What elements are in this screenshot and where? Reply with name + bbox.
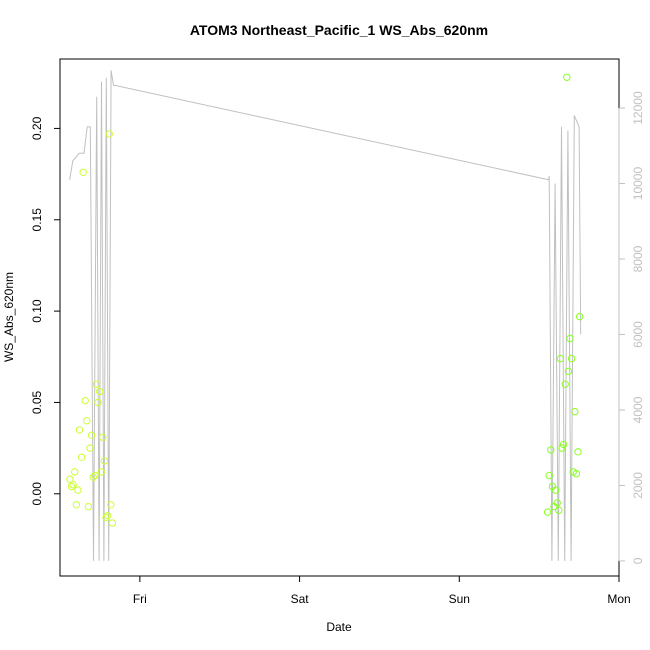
- y-axis-right: 0 2000 4000 6000 8000 10000 12000: [618, 91, 645, 564]
- data-point-47: [575, 312, 584, 321]
- data-point-38: [561, 380, 569, 388]
- data-point-33: [553, 499, 561, 507]
- y2-tick-label: 2000: [631, 472, 645, 499]
- data-point-7: [77, 453, 86, 461]
- data-point-1: [67, 482, 76, 491]
- y-tick-label: 0.20: [30, 116, 44, 140]
- data-point-3: [71, 468, 79, 476]
- data-point-41: [566, 334, 574, 343]
- data-point-45: [572, 470, 581, 478]
- data-point-17: [94, 398, 102, 407]
- x-tick-label: Mon: [607, 592, 630, 606]
- data-point-13: [87, 431, 96, 439]
- data-point-8: [79, 168, 87, 177]
- y2-tick-label: 6000: [631, 321, 645, 348]
- y2-tick-label: 4000: [631, 396, 645, 423]
- data-point-40: [564, 367, 573, 376]
- y-axis-left: 0.00 0.05 0.10 0.15 0.20: [30, 116, 61, 506]
- data-point-14: [89, 473, 97, 481]
- series-line-group: [69, 70, 582, 561]
- data-point-35: [556, 354, 565, 363]
- data-point-6: [75, 426, 84, 434]
- y2-tick-label: 0: [631, 557, 645, 564]
- y2-tick-label: 10000: [631, 167, 645, 201]
- y-tick-label: 0.00: [30, 482, 44, 506]
- data-point-0: [66, 475, 74, 483]
- data-point-10: [83, 417, 91, 425]
- data-point-19: [97, 468, 105, 476]
- y-tick-label: 0.05: [30, 390, 44, 414]
- y-tick-label: 0.15: [30, 208, 44, 232]
- data-point-28: [545, 471, 553, 480]
- series-line-0: [69, 70, 582, 561]
- data-point-42: [567, 354, 576, 363]
- y2-tick-label: 12000: [631, 91, 645, 125]
- data-point-20: [99, 433, 107, 441]
- data-point-39: [563, 73, 571, 82]
- data-point-5: [74, 486, 82, 494]
- data-point-22: [102, 513, 110, 522]
- data-point-29: [547, 446, 555, 454]
- y-axis-label: WS_Abs_620nm: [2, 272, 16, 362]
- y-tick-label: 0.10: [30, 299, 44, 323]
- x-tick-label: Sat: [291, 592, 310, 606]
- data-point-23: [103, 512, 112, 520]
- y2-tick-label: 8000: [631, 245, 645, 272]
- data-point-2: [69, 481, 77, 489]
- data-point-9: [81, 396, 89, 405]
- data-point-24: [105, 130, 113, 138]
- x-tick-label: Fri: [133, 592, 147, 606]
- data-point-18: [95, 387, 104, 396]
- plot-frame: [59, 58, 620, 577]
- data-point-36: [558, 444, 566, 452]
- data-point-26: [108, 519, 117, 527]
- data-point-12: [86, 444, 94, 452]
- data-point-46: [574, 448, 582, 456]
- data-point-44: [571, 407, 579, 416]
- data-point-25: [107, 501, 115, 509]
- data-point-16: [92, 380, 101, 388]
- x-axis: Fri Sat Sun Mon: [133, 575, 631, 606]
- x-axis-label: Date: [326, 620, 352, 634]
- data-point-4: [72, 501, 81, 509]
- data-point-11: [84, 502, 93, 511]
- data-point-27: [543, 508, 552, 516]
- series-points-group: [66, 73, 584, 527]
- data-point-34: [555, 506, 563, 514]
- chart-title: ATOM3 Northeast_Pacific_1 WS_Abs_620nm: [190, 22, 488, 38]
- data-point-21: [100, 457, 109, 465]
- data-point-32: [551, 486, 560, 494]
- data-point-15: [91, 471, 99, 480]
- x-tick-label: Sun: [449, 592, 470, 606]
- data-point-37: [559, 440, 568, 449]
